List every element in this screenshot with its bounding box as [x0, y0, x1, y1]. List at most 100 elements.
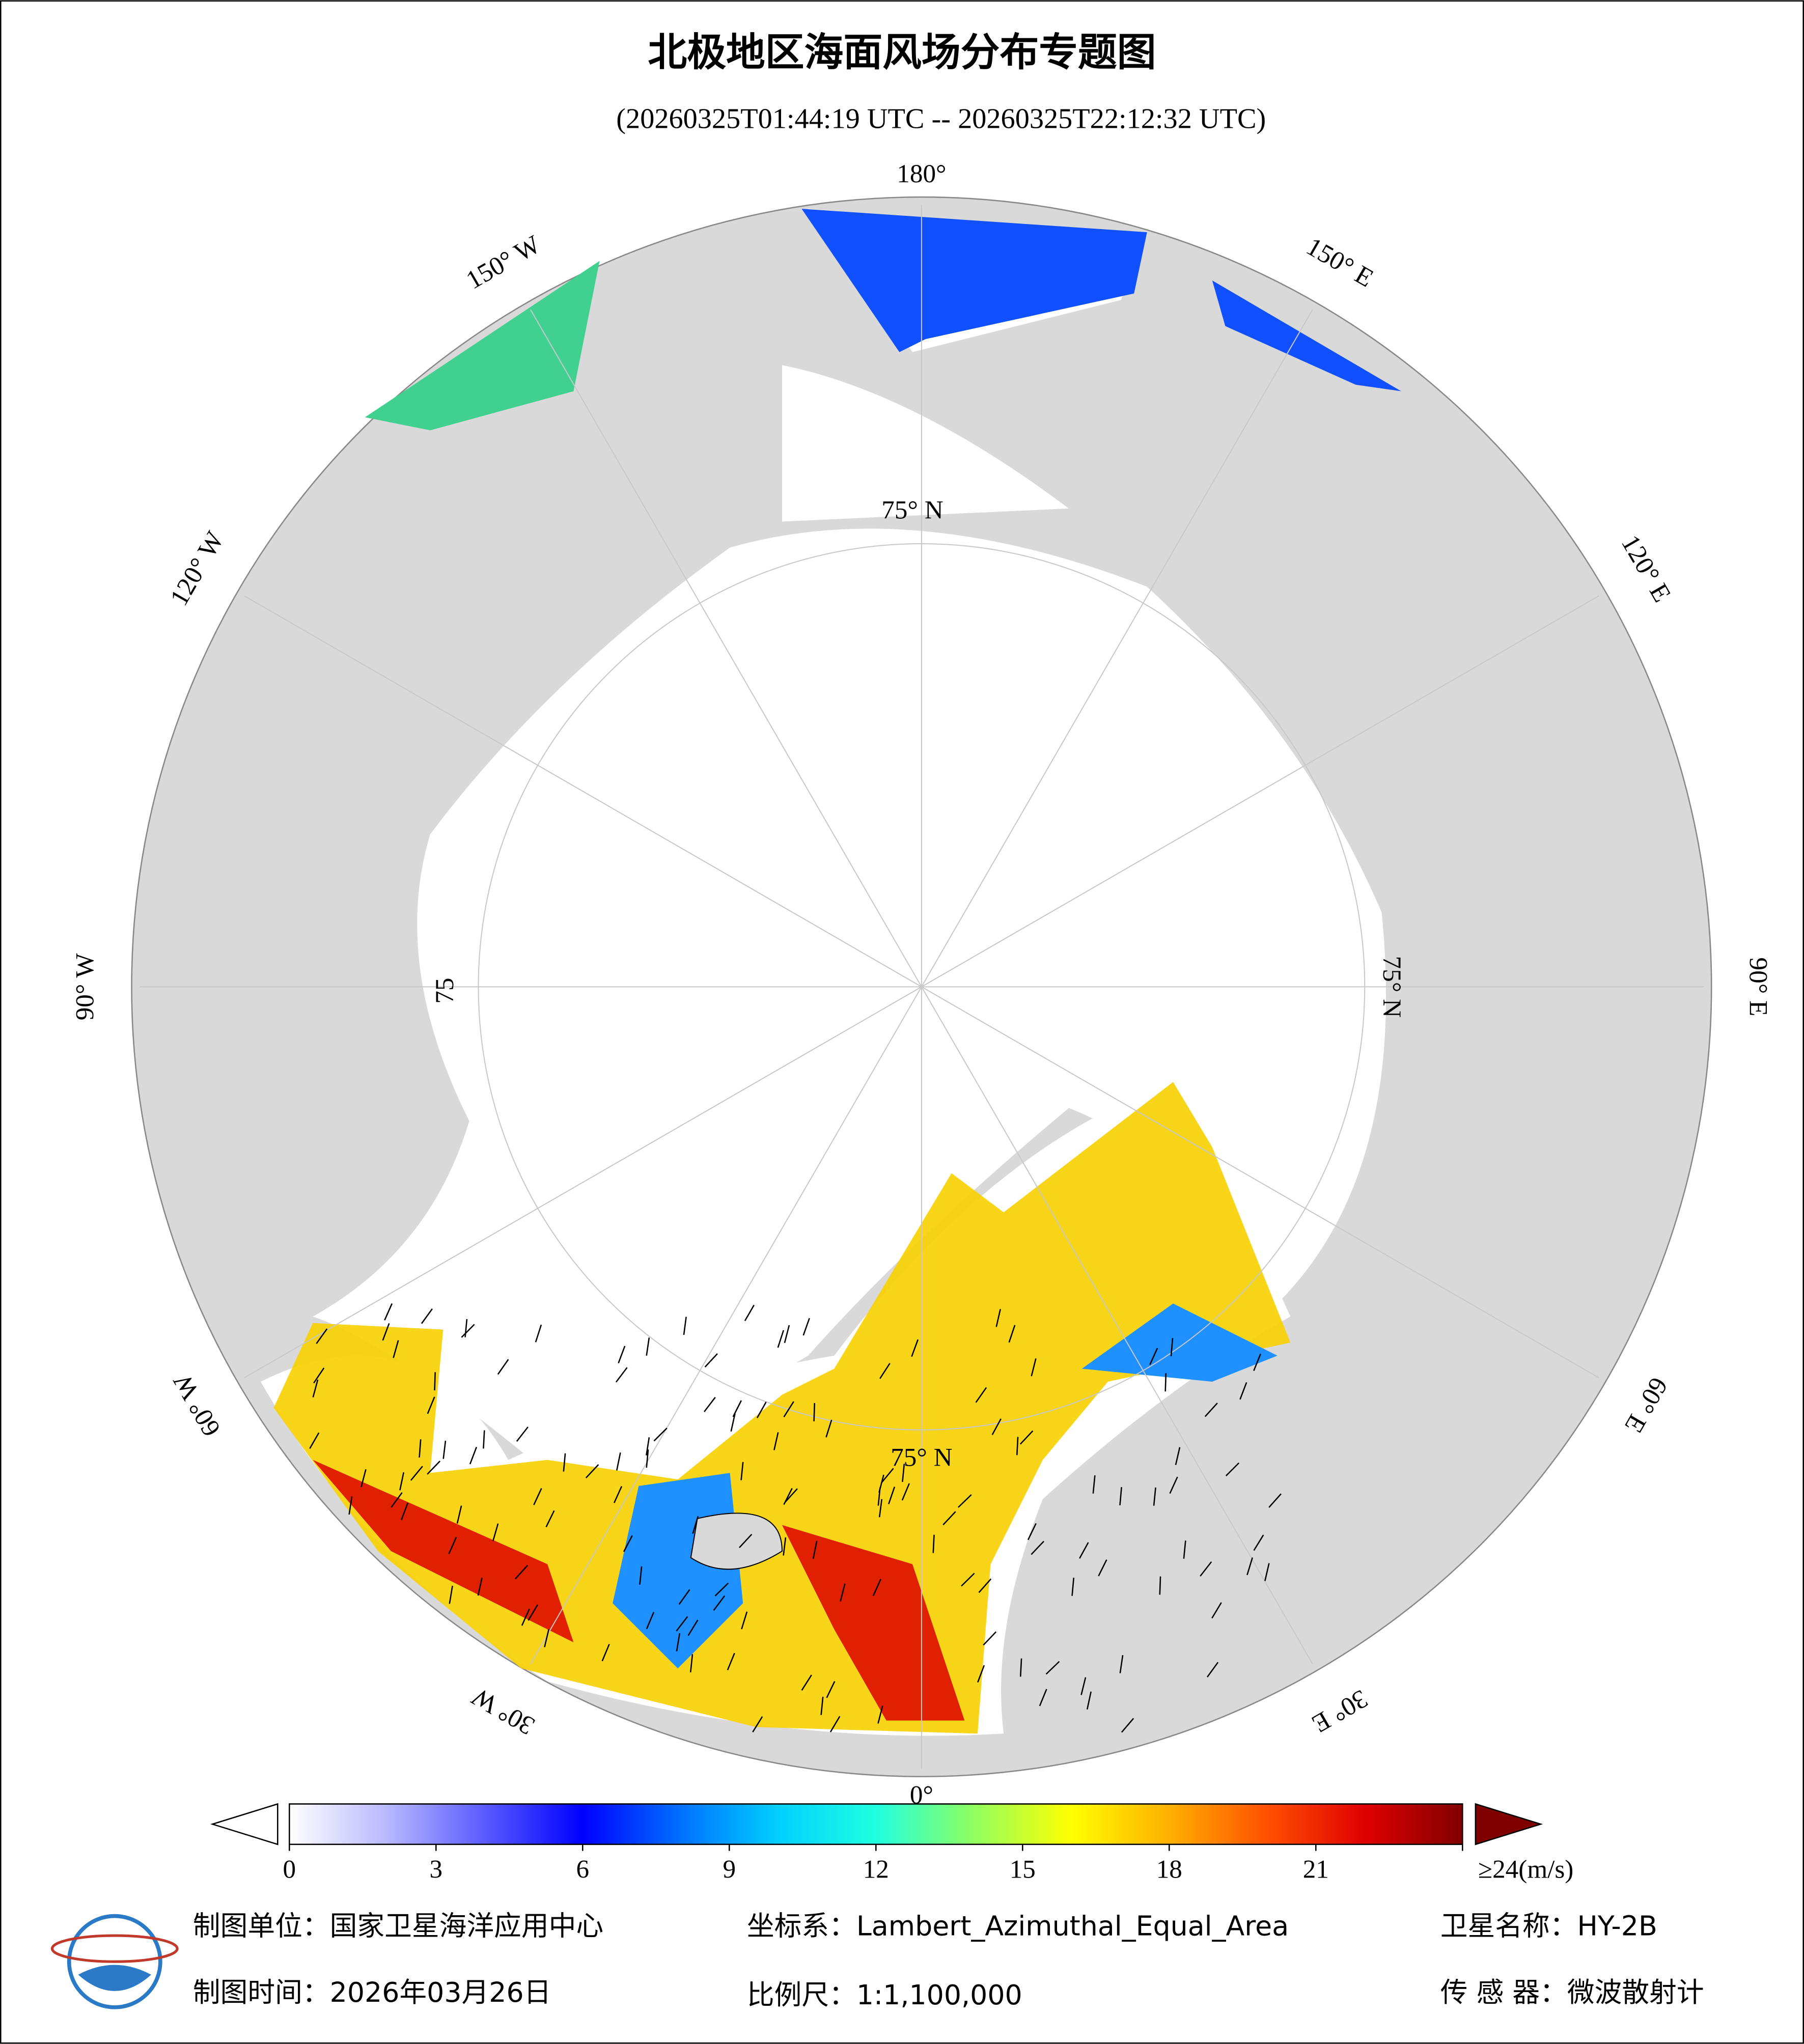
- map-title: 北极地区海面风场分布专题图: [648, 30, 1156, 75]
- wind-arrow: [1211, 1602, 1222, 1619]
- wind-arrow: [399, 1472, 405, 1491]
- wind-arrow: [840, 1583, 846, 1602]
- wind-arrow: [1098, 1559, 1107, 1577]
- wind-swath-high: [313, 1460, 965, 1721]
- wind-arrow: [1239, 1382, 1247, 1400]
- wind-arrow: [730, 1413, 736, 1432]
- subtitle: (20260325T01:44:19 UTC -- 20260325T22:12…: [616, 103, 1266, 134]
- wind-arrow: [676, 1633, 681, 1651]
- logo-orbit: [50, 1934, 179, 1963]
- wind-arrow: [483, 1430, 485, 1449]
- wind-arrow: [1027, 1523, 1037, 1541]
- meridian-line: [530, 986, 922, 1665]
- wind-arrow: [348, 1496, 353, 1515]
- polar-map: [131, 196, 1712, 1778]
- wind-arrow: [1225, 1462, 1240, 1476]
- wind-arrow: [777, 1330, 785, 1348]
- wind-arrow: [623, 1535, 633, 1552]
- wind-arrow: [521, 1608, 530, 1626]
- wind-arrow: [911, 1339, 919, 1357]
- wind-arrow: [382, 1323, 390, 1341]
- wind-arrow: [615, 1367, 628, 1383]
- wind-arrow: [639, 1566, 643, 1585]
- wind-arrow: [492, 1523, 499, 1542]
- wind-arrow: [563, 1453, 566, 1472]
- wind-arrow: [1253, 1353, 1261, 1371]
- footer-unit: 制图单位：国家卫星海洋应用中心: [193, 1910, 603, 1942]
- wind-arrow: [829, 1716, 841, 1732]
- wind-arrow: [813, 1403, 816, 1421]
- iceland: [690, 1513, 783, 1570]
- wind-arrow: [752, 1716, 763, 1732]
- wind-arrow: [384, 1303, 393, 1321]
- wind-arrow: [961, 1573, 975, 1587]
- wind-arrow: [932, 1534, 935, 1553]
- wind-swath-low: [613, 1303, 1278, 1669]
- wind-arrow: [773, 1432, 779, 1450]
- wind-arrow: [1153, 1487, 1156, 1506]
- wind-arrow: [783, 1401, 794, 1417]
- wind-arrow: [1008, 1325, 1016, 1343]
- wind-arrow: [1268, 1493, 1282, 1508]
- wind-arrow: [1045, 1661, 1060, 1675]
- wind-arrow: [313, 1367, 325, 1384]
- wind-arrow: [497, 1359, 509, 1375]
- wind-arrow: [958, 1494, 972, 1508]
- wind-arrow: [878, 1499, 883, 1518]
- wind-arrow: [942, 1511, 956, 1526]
- meridian-line: [921, 595, 1599, 988]
- wind-arrow: [1164, 1373, 1167, 1392]
- wind-arrow: [739, 1533, 753, 1548]
- wind-arrow: [812, 1541, 818, 1559]
- wind-arrow: [901, 1483, 910, 1501]
- wind-arrow: [784, 1325, 790, 1343]
- wind-arrow: [469, 1446, 478, 1465]
- latitude-label: 75° N: [1377, 956, 1406, 1018]
- wind-arrow: [585, 1464, 599, 1478]
- wind-arrow: [312, 1379, 319, 1398]
- meridian-label: 90° W: [70, 953, 99, 1021]
- wind-arrow: [1019, 1430, 1034, 1445]
- wind-arrow: [1253, 1534, 1264, 1551]
- wind-arrow: [601, 1644, 610, 1662]
- wind-arrow: [740, 1462, 744, 1480]
- wind-arrow: [449, 1585, 453, 1604]
- colorbar-tick-label: 0: [283, 1855, 296, 1884]
- wind-arrow: [316, 1328, 328, 1344]
- wind-arrow: [676, 1616, 688, 1632]
- wind-arrow: [756, 1402, 767, 1418]
- wind-arrow: [516, 1426, 529, 1442]
- wind-arrow: [1149, 1348, 1158, 1365]
- wind-swath-alaska: [365, 261, 600, 431]
- wind-arrow: [646, 1612, 655, 1630]
- wind-arrow: [393, 1340, 399, 1358]
- wind-arrow: [783, 1537, 787, 1556]
- latitude-label: 75: [430, 977, 459, 1003]
- colorbar-tick-label: ≥24(m/s): [1478, 1855, 1573, 1884]
- wind-arrow: [820, 1696, 824, 1715]
- meridian-line: [921, 309, 1313, 987]
- wind-arrow: [1071, 1577, 1075, 1596]
- wind-arrow: [477, 1577, 483, 1596]
- wind-arrow: [1264, 1563, 1270, 1581]
- colorbar: [289, 1803, 1463, 1845]
- footer-date: 制图时间：2026年03月26日: [193, 1976, 551, 2008]
- wind-arrow: [1119, 1655, 1124, 1673]
- wind-arrow: [1246, 1557, 1254, 1576]
- wind-arrow: [995, 1309, 1001, 1327]
- wind-arrow: [616, 1452, 621, 1471]
- meridian-label: 180°: [897, 159, 946, 188]
- wind-arrow: [991, 1418, 1002, 1435]
- wind-arrow: [1170, 1338, 1174, 1357]
- wind-arrow: [1121, 1718, 1134, 1733]
- wind-arrow: [1016, 1437, 1019, 1455]
- wind-arrow: [801, 1674, 812, 1691]
- colorbar-under: [210, 1803, 279, 1845]
- wind-arrow: [888, 1487, 896, 1504]
- wind-arrow: [902, 1464, 905, 1482]
- wind-arrow: [427, 1461, 441, 1475]
- wind-swath-pacific: [801, 209, 1401, 391]
- wind-arrow: [545, 1510, 555, 1528]
- wind-arrow: [1119, 1487, 1122, 1505]
- wind-arrow: [427, 1396, 435, 1414]
